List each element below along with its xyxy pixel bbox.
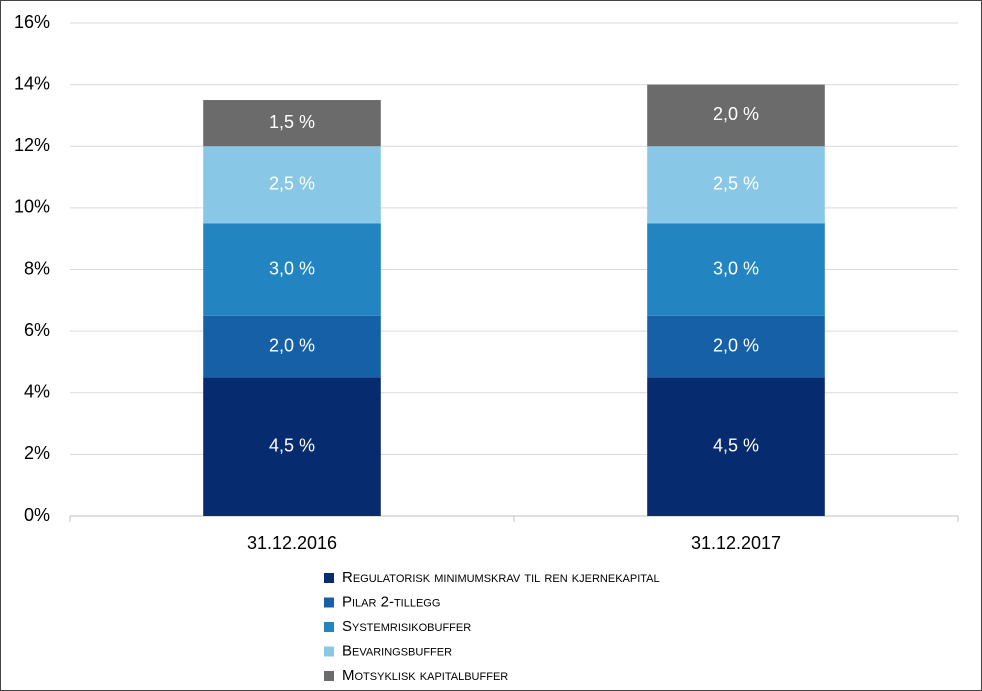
legend-label: Regulatorisk minimumskrav til ren kjerne… [342, 569, 660, 586]
y-tick-label: 14% [14, 73, 50, 93]
bar-segment [203, 146, 381, 224]
legend-label: Bevaringsbuffer [342, 642, 452, 659]
value-label: 2,5 % [713, 174, 759, 194]
y-tick-label: 6% [24, 320, 50, 340]
bar-segment [647, 377, 825, 516]
legend-swatch [324, 671, 334, 681]
y-tick-label: 10% [14, 197, 50, 217]
bar-segment [647, 84, 825, 147]
bar-segment [647, 146, 825, 224]
bar-segment [203, 223, 381, 316]
bar-segment [647, 223, 825, 316]
legend-swatch [324, 597, 334, 608]
value-label: 2,0 % [713, 104, 759, 124]
legend-label: Motsyklisk kapitalbuffer [342, 667, 508, 684]
value-label: 2,0 % [269, 335, 315, 355]
legend-label: Systemrisikobuffer [342, 618, 471, 635]
value-label: 4,5 % [713, 435, 759, 455]
bar-segment [647, 315, 825, 378]
y-tick-label: 2% [24, 443, 50, 463]
y-tick-label: 12% [14, 135, 50, 155]
x-tick-label: 31.12.2017 [691, 533, 781, 553]
bar-segment [203, 100, 381, 147]
legend-label: Pilar 2-tillegg [342, 593, 440, 610]
bar-segment [203, 377, 381, 516]
y-tick-label: 4% [24, 382, 50, 402]
value-label: 1,5 % [269, 112, 315, 132]
y-tick-label: 16% [14, 12, 50, 32]
legend-swatch [324, 646, 334, 657]
y-tick-label: 0% [24, 505, 50, 525]
value-label: 3,0 % [713, 258, 759, 278]
value-label: 4,5 % [269, 435, 315, 455]
legend-swatch [324, 622, 334, 632]
legend-swatch [324, 573, 334, 583]
value-label: 3,0 % [269, 258, 315, 278]
value-label: 2,5 % [269, 174, 315, 194]
bar-segment [203, 315, 381, 378]
value-label: 2,0 % [713, 335, 759, 355]
x-tick-label: 31.12.2016 [247, 533, 337, 553]
y-tick-label: 8% [24, 258, 50, 278]
